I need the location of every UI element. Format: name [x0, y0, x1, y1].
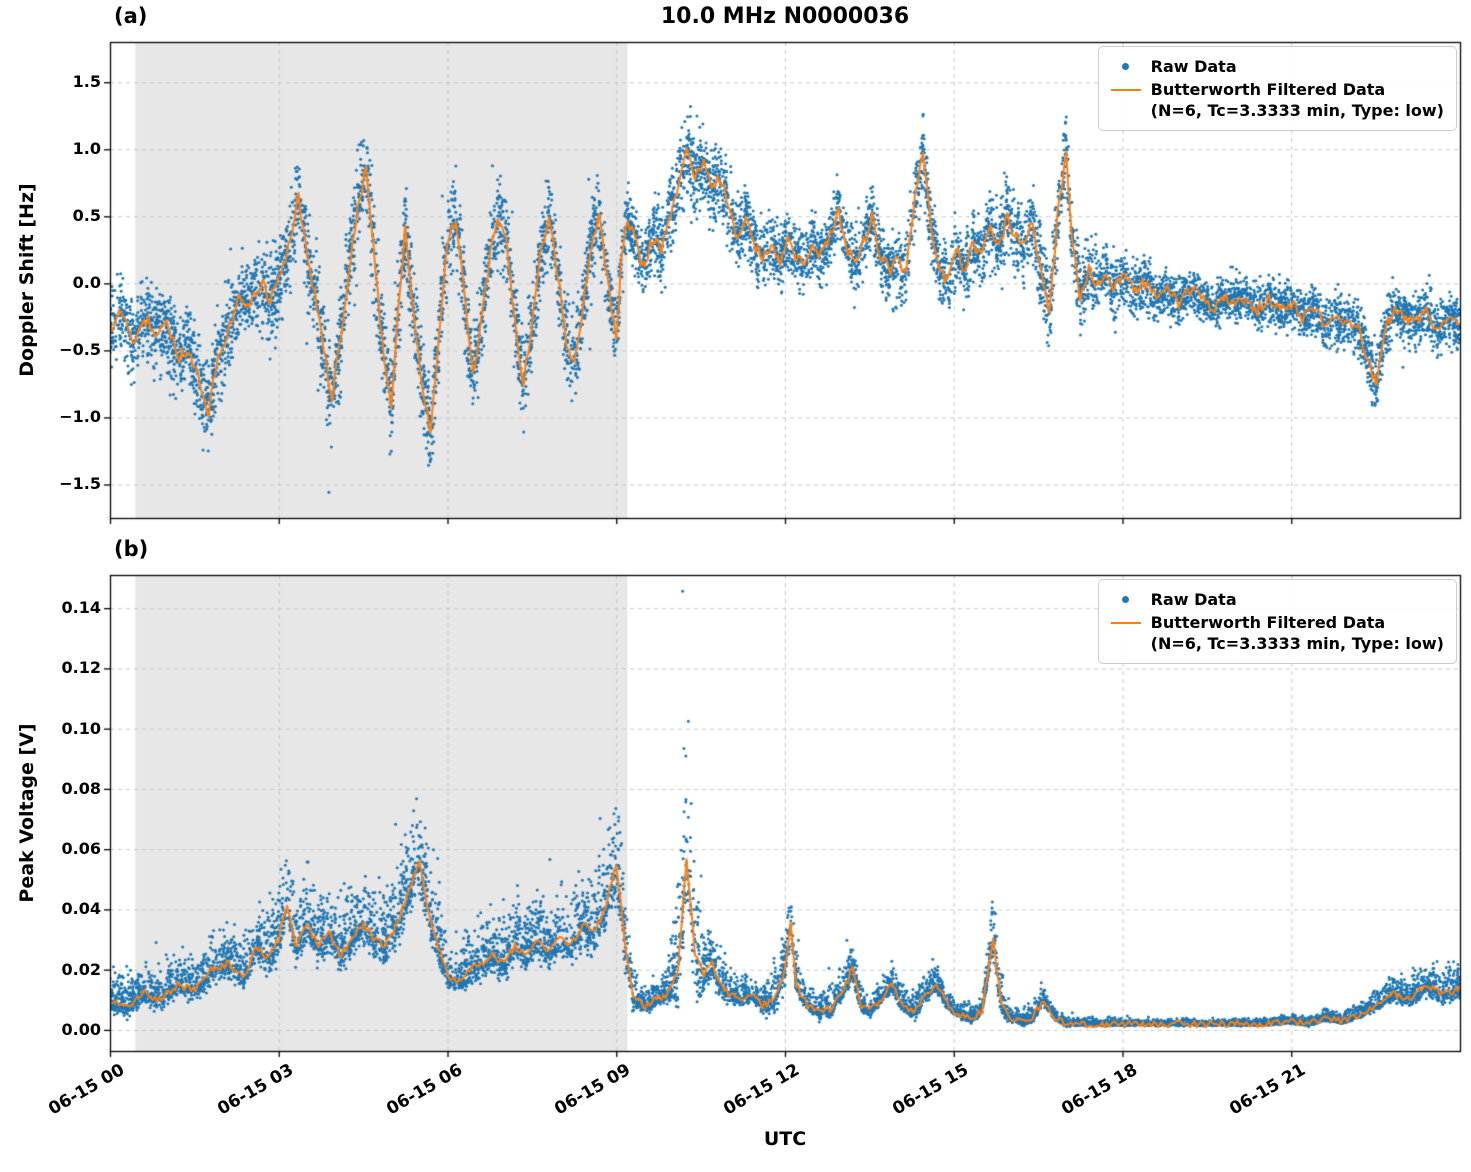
- y-tick-label: 1.5: [72, 72, 101, 92]
- x-axis-label: UTC: [763, 1128, 807, 1150]
- y-tick-label: 0.10: [61, 718, 101, 738]
- y-tick-label: 0.14: [61, 598, 101, 618]
- chart-title: 10.0 MHz N0000036: [660, 4, 910, 29]
- legend-panel-b: Raw Data Butterworth Filtered Data (N=6,…: [1097, 579, 1457, 664]
- raw-data-marker-icon: [1109, 589, 1143, 610]
- legend-filtered-sublabel: (N=6, Tc=3.3333 min, Type: low): [1150, 101, 1444, 120]
- legend-filtered-text: Butterworth Filtered Data (N=6, Tc=3.333…: [1151, 79, 1444, 121]
- y-tick-label: 0.06: [61, 839, 101, 859]
- legend-raw-label: Raw Data: [1150, 590, 1237, 609]
- legend-filtered-label: Butterworth Filtered Data: [1150, 613, 1386, 632]
- y-tick-label: 0.5: [72, 206, 101, 226]
- y-tick-label: −0.5: [59, 340, 101, 360]
- raw-data-marker-icon: [1109, 56, 1143, 77]
- legend-raw-row: Raw Data: [1109, 56, 1444, 77]
- y-tick-label: 0.04: [61, 899, 101, 919]
- legend-filtered-sublabel: (N=6, Tc=3.3333 min, Type: low): [1150, 634, 1444, 653]
- legend-raw-row: Raw Data: [1109, 589, 1444, 610]
- panel-b-tag: (b): [114, 537, 149, 561]
- y-axis-label-voltage: Peak Voltage [V]: [16, 723, 38, 903]
- filtered-line-marker-icon: [1109, 79, 1143, 100]
- y-tick-label: −1.0: [59, 407, 101, 427]
- y-tick-label: 0.12: [61, 658, 101, 678]
- y-tick-label: 0.02: [61, 959, 101, 979]
- filtered-line-marker-icon: [1109, 612, 1143, 633]
- y-tick-label: 0.0: [72, 273, 101, 293]
- legend-filtered-label: Butterworth Filtered Data: [1150, 80, 1386, 99]
- y-tick-label: 1.0: [72, 139, 101, 159]
- legend-filtered-row: Butterworth Filtered Data (N=6, Tc=3.333…: [1109, 612, 1444, 654]
- panel-a-tag: (a): [114, 4, 148, 28]
- y-tick-label: −1.5: [59, 474, 101, 494]
- legend-raw-label: Raw Data: [1150, 57, 1237, 76]
- legend-filtered-row: Butterworth Filtered Data (N=6, Tc=3.333…: [1109, 79, 1444, 121]
- y-tick-label: 0.00: [61, 1019, 101, 1039]
- y-tick-label: 0.08: [61, 778, 101, 798]
- legend-filtered-text: Butterworth Filtered Data (N=6, Tc=3.333…: [1151, 612, 1444, 654]
- legend-panel-a: Raw Data Butterworth Filtered Data (N=6,…: [1097, 46, 1457, 131]
